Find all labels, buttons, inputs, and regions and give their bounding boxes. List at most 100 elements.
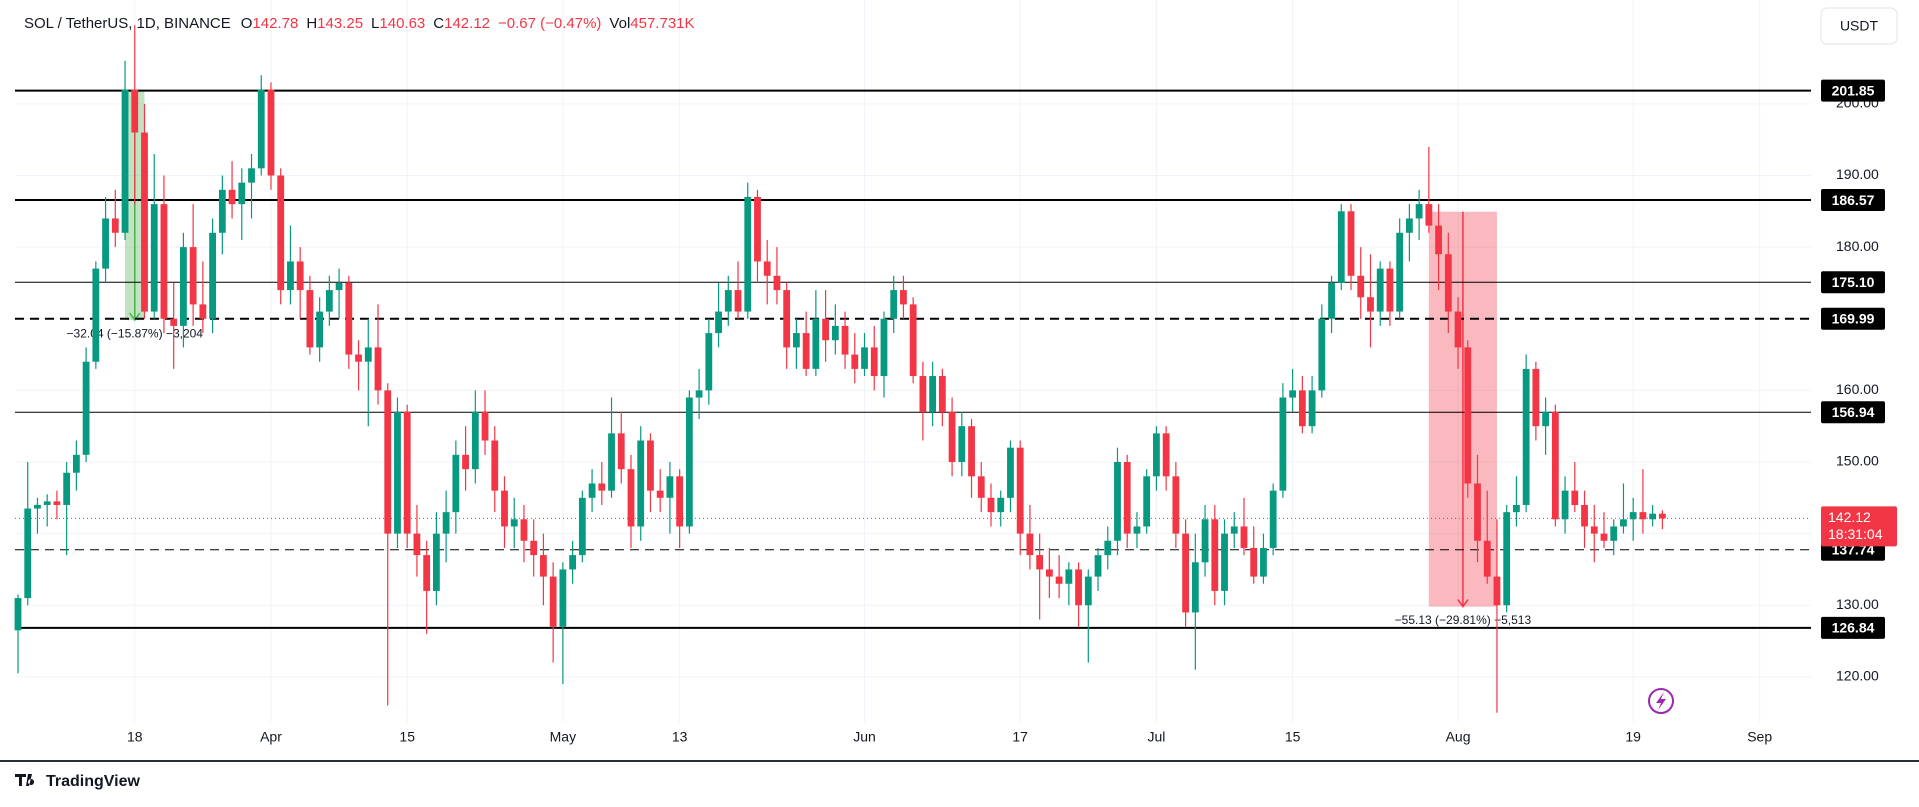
price-tag (1821, 506, 1897, 547)
candle-body (900, 290, 907, 305)
candle-body (1581, 504, 1588, 527)
high-value: 143.25 (317, 15, 363, 32)
level-tag-label: 175.10 (1832, 274, 1875, 290)
candle-body (374, 347, 382, 391)
candle-body (1065, 569, 1073, 584)
candle-body (189, 247, 197, 305)
candle-body (744, 196, 752, 312)
candle-body (1172, 476, 1180, 534)
candle-body (63, 472, 71, 505)
candle-body (1298, 390, 1306, 427)
candle-body (345, 282, 353, 355)
candle-body (1561, 490, 1569, 520)
alert-icon[interactable] (1648, 688, 1674, 714)
candle-body (1250, 547, 1258, 577)
candle-body (1036, 555, 1044, 570)
level-tag (1821, 79, 1885, 102)
candle-body (608, 433, 615, 491)
candle-body (180, 247, 187, 326)
candle-body (1522, 368, 1530, 505)
candle-body (861, 347, 868, 369)
candle-body (1114, 461, 1121, 541)
candle-body (1337, 211, 1345, 283)
measure-arrow-head (129, 312, 141, 322)
y-tick-label: 150.00 (1836, 453, 1879, 469)
candle-body (1649, 513, 1657, 520)
level-tag-label: 169.99 (1832, 311, 1875, 327)
y-tick-label: 120.00 (1836, 668, 1879, 684)
plot: 18 Apr 15 May 13 Jun 17 Jul 15 Aug 19 Sep 120.00 130.… (14, 0, 1897, 745)
currency-button[interactable]: USDT (1820, 7, 1898, 45)
y-tick-label: 180.00 (1836, 238, 1879, 254)
candle-body (1493, 576, 1501, 606)
candle-body (481, 411, 489, 441)
x-tick-label: 18 (127, 729, 143, 745)
candle-body (471, 411, 479, 470)
candle-body (102, 218, 109, 269)
candle-body (1415, 204, 1423, 219)
price-tag-label: 142.12 (1828, 509, 1871, 525)
open-value: 142.78 (252, 15, 298, 32)
candle-body (1600, 533, 1608, 541)
candle-body (82, 361, 90, 455)
candle-body (248, 168, 255, 183)
candle-body (1104, 540, 1112, 556)
measure-arrow-head (1457, 599, 1469, 608)
candle-body (1639, 512, 1647, 520)
candle-body (1551, 411, 1559, 520)
low-label: L (371, 15, 379, 32)
candle-body (491, 440, 499, 491)
candle-body (1084, 576, 1092, 606)
candle-body (1464, 347, 1472, 484)
y-tick-label: 160.00 (1836, 381, 1879, 397)
y-tick-label: 130.00 (1836, 596, 1879, 612)
currency-text[interactable]: USDT (1840, 18, 1879, 34)
candle-body (1610, 526, 1618, 541)
candle-body (432, 533, 440, 591)
candle-body (929, 376, 937, 412)
candle-body (316, 311, 324, 348)
level-tag-label: 201.85 (1832, 82, 1875, 98)
icon-ring[interactable] (1648, 688, 1674, 714)
measure-label: −55.13 (−29.81%) −5,513 (1395, 613, 1532, 627)
candle-body (1513, 504, 1520, 513)
candle-body (1230, 526, 1238, 534)
candle-body (627, 469, 635, 527)
level-tag-label: 156.94 (1832, 404, 1875, 420)
candle-body (977, 476, 985, 498)
candle-body (1425, 204, 1433, 226)
candle-body (841, 325, 849, 355)
candle-body (1620, 519, 1627, 527)
candle-body (413, 533, 421, 556)
measure-label: −32.04 (−15.87%) −3,204 (67, 326, 204, 340)
candle-body (1094, 555, 1102, 577)
low-value: 140.63 (379, 15, 425, 32)
x-tick-label: 19 (1625, 729, 1641, 745)
candle-body (510, 519, 518, 527)
logo-text: TradingView (46, 773, 141, 790)
candle-body (1191, 562, 1199, 613)
candle-body (676, 476, 684, 527)
candle-body (588, 483, 596, 498)
candle-body (637, 440, 645, 527)
candle-body (209, 232, 216, 319)
candle-body (394, 411, 401, 534)
candle-body (1376, 268, 1384, 312)
candle-body (257, 89, 265, 169)
candle-body (1279, 397, 1287, 491)
countdown: 18:31:04 (1828, 526, 1883, 542)
icon-bolt[interactable] (1656, 692, 1666, 710)
x-tick-label: Jun (853, 729, 876, 745)
candle-body (141, 132, 148, 312)
candle-body (43, 501, 51, 505)
x-tick-label: 15 (1285, 729, 1301, 745)
candle-body (1289, 390, 1297, 398)
x-tick-label: 17 (1012, 729, 1028, 745)
candle-body (1182, 533, 1189, 613)
candle-body (763, 261, 771, 276)
button-frame[interactable] (1820, 7, 1898, 45)
close-value: 142.12 (444, 15, 490, 32)
candle-body (938, 376, 946, 412)
candle-body (958, 426, 966, 462)
candle-body (1454, 311, 1462, 348)
